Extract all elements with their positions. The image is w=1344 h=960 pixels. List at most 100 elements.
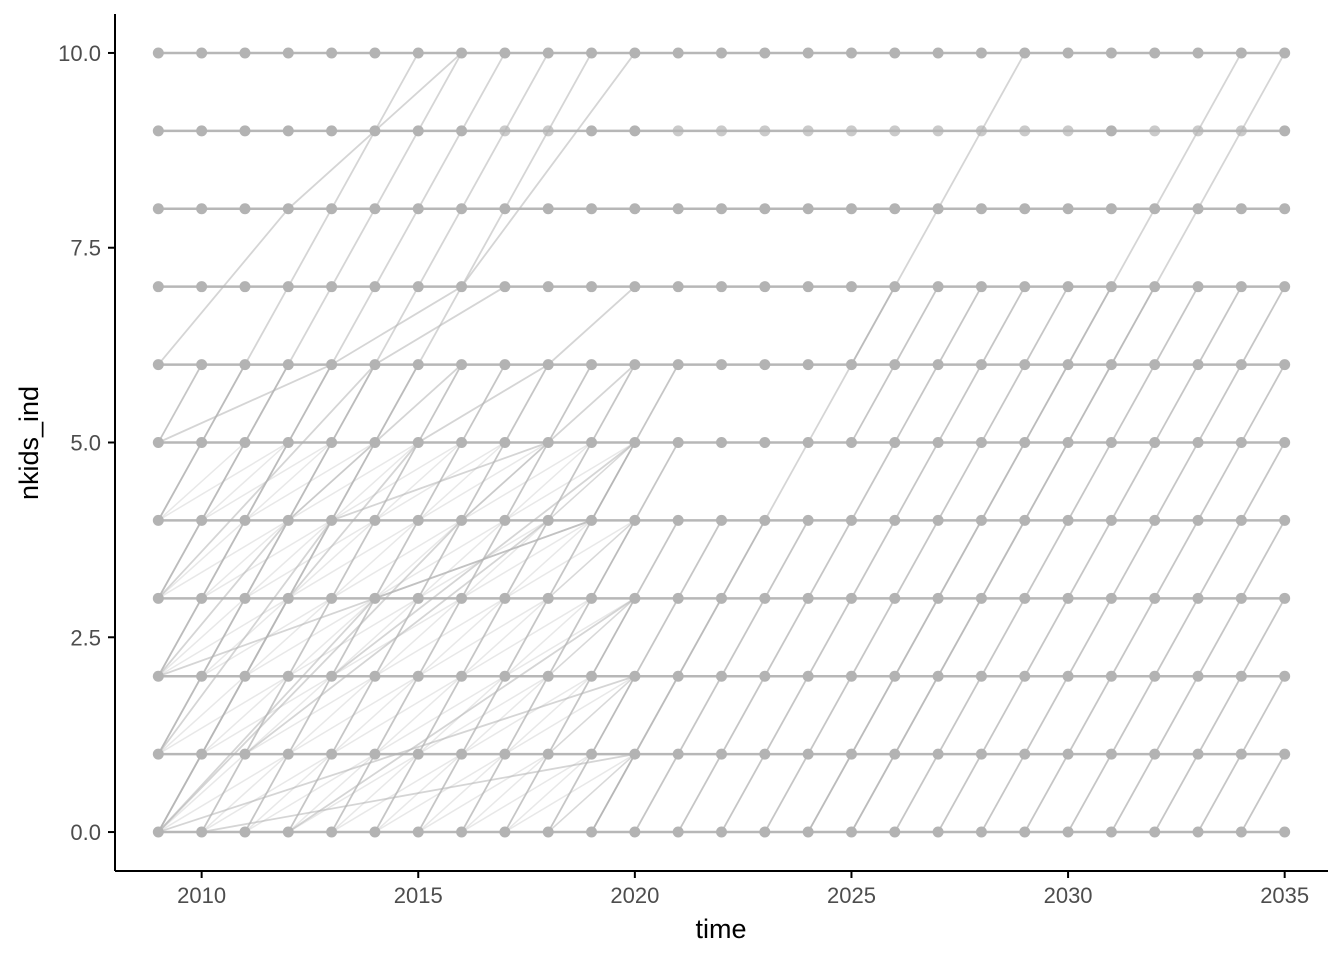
transition-line — [417, 675, 549, 755]
x-tick-label: 2015 — [394, 883, 443, 908]
data-point — [1105, 592, 1117, 604]
data-point — [586, 826, 598, 838]
transition-line — [1240, 675, 1286, 755]
transition-line — [417, 519, 463, 599]
transition-line — [1197, 364, 1243, 443]
transition-line — [157, 519, 289, 599]
data-point — [889, 47, 901, 59]
data-point — [282, 670, 294, 682]
transition-line — [200, 753, 246, 833]
data-point — [975, 47, 987, 59]
data-point — [456, 670, 468, 682]
transition-line — [1197, 286, 1243, 366]
transition-line — [807, 597, 853, 677]
data-point — [802, 359, 814, 371]
transition-line — [461, 441, 592, 522]
transition-line — [1110, 753, 1156, 833]
transition-line — [157, 597, 289, 677]
data-point — [196, 281, 208, 293]
transition-line — [1067, 753, 1113, 833]
data-point — [629, 203, 641, 215]
transition-line — [547, 675, 593, 755]
data-point — [1192, 592, 1204, 604]
data-point — [1235, 203, 1247, 215]
transition-line — [547, 753, 636, 833]
data-point — [586, 47, 598, 59]
data-point — [456, 748, 468, 760]
data-point — [586, 514, 598, 526]
data-point — [1105, 748, 1117, 760]
data-point — [845, 514, 857, 526]
data-point — [802, 748, 814, 760]
data-point — [1062, 592, 1074, 604]
transition-line — [1023, 675, 1069, 755]
transition-line — [1197, 597, 1243, 677]
transition-line — [287, 519, 419, 599]
data-point — [412, 359, 424, 371]
transition-line — [634, 519, 679, 599]
data-point — [542, 203, 554, 215]
data-point — [152, 592, 164, 604]
transition-line — [937, 442, 983, 521]
data-point — [369, 748, 381, 760]
transition-line — [590, 675, 636, 755]
transition-line — [331, 519, 419, 599]
data-point — [975, 748, 987, 760]
data-point — [1235, 437, 1247, 448]
data-point — [1019, 592, 1031, 604]
transition-line — [201, 753, 289, 833]
trajectory-line — [157, 52, 636, 444]
transition-line — [590, 597, 636, 677]
data-point — [456, 826, 468, 838]
data-point — [1105, 826, 1117, 838]
data-point — [196, 514, 208, 526]
transition-line — [504, 441, 593, 521]
transition-line — [461, 519, 592, 599]
transition-line — [720, 753, 766, 833]
data-point — [542, 514, 554, 526]
data-point — [802, 125, 814, 137]
transition-line — [850, 597, 896, 677]
data-point — [1019, 47, 1031, 59]
data-point — [975, 203, 987, 215]
transition-line — [200, 519, 246, 599]
x-tick-label: 2035 — [1260, 883, 1309, 908]
data-point — [672, 592, 684, 604]
transition-line — [374, 597, 420, 677]
data-point — [1279, 592, 1291, 604]
data-point — [845, 281, 857, 293]
data-point — [1105, 281, 1117, 293]
data-point — [1105, 203, 1117, 215]
trajectory-line — [201, 753, 636, 833]
transition-line — [331, 597, 419, 677]
data-point — [326, 826, 338, 838]
transition-line — [244, 597, 290, 677]
data-point — [845, 203, 857, 215]
transition-line — [1067, 519, 1113, 599]
data-point — [196, 47, 208, 59]
data-point — [282, 359, 294, 371]
data-point — [1019, 514, 1031, 526]
transition-line — [1067, 442, 1113, 521]
transition-line — [937, 753, 983, 833]
data-point — [845, 437, 857, 448]
y-tick-label: 10.0 — [58, 41, 101, 66]
trajectory-line — [287, 597, 636, 833]
data-point — [1279, 437, 1291, 448]
y-axis-title: nkids_ind — [14, 386, 44, 500]
data-point — [629, 125, 641, 137]
data-point — [1235, 826, 1247, 838]
transition-line — [1023, 442, 1069, 521]
transition-line — [1067, 597, 1113, 677]
data-point — [282, 514, 294, 526]
transition-line — [504, 441, 636, 522]
y-tick-label: 7.5 — [70, 236, 101, 261]
transition-line — [287, 441, 419, 522]
transition-line — [244, 519, 376, 599]
transition-line — [374, 675, 506, 755]
data-point — [759, 826, 771, 838]
data-point — [586, 125, 598, 137]
data-point — [1279, 826, 1291, 838]
data-point — [672, 359, 684, 371]
data-point — [412, 203, 424, 215]
